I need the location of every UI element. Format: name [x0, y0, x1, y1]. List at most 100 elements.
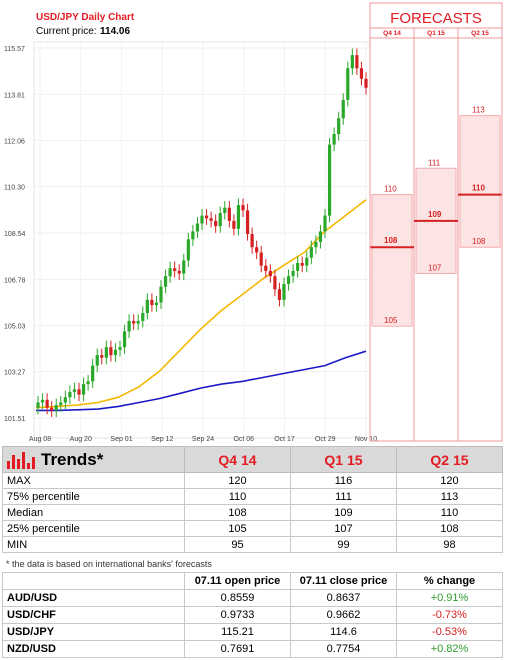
- trends-cell: 95: [184, 536, 291, 553]
- x-tick-label: Oct 29: [315, 436, 336, 443]
- price-close: 0.7754: [290, 640, 397, 658]
- candle-body: [159, 286, 163, 303]
- candle-body: [209, 218, 213, 221]
- price-row: NZD/USD 0.7691 0.7754 +0.82%: [2, 640, 503, 658]
- candle-body: [277, 289, 282, 300]
- candle-body: [50, 407, 54, 411]
- usdjpy-chart: 115.57 113.81 112.06 110.30 108.54 106.78 105.…: [4, 2, 503, 443]
- trends-cell: 116: [290, 472, 397, 489]
- forecast-range-box: [371, 194, 413, 327]
- trends-title: Trends*: [41, 449, 104, 469]
- candle-body: [327, 144, 332, 216]
- candle-body: [323, 215, 327, 232]
- price-open: 0.9733: [184, 606, 291, 624]
- candle-body: [200, 215, 204, 224]
- candle-body: [318, 231, 323, 242]
- price-close: 0.8637: [290, 589, 397, 607]
- forecast-value-label: 105: [384, 316, 398, 325]
- forecast-value-label: 108: [472, 237, 486, 246]
- forecasts-panel: [369, 2, 503, 442]
- candle-body: [40, 399, 45, 403]
- price-header-cell: % change: [396, 572, 503, 590]
- current-price-value: 114.06: [100, 26, 130, 37]
- trends-cell: 111: [290, 488, 397, 505]
- candle-body: [286, 276, 291, 285]
- candle-body: [109, 347, 113, 356]
- y-tick-label: 108.54: [4, 231, 26, 238]
- trends-cell: 120: [396, 472, 503, 489]
- price-pair: NZD/USD: [2, 640, 185, 658]
- trends-row-label: MIN: [2, 536, 185, 553]
- candle-body: [145, 299, 149, 313]
- candle-body: [127, 320, 131, 332]
- trends-row-label: Median: [2, 504, 185, 521]
- y-tick-label: 112.06: [4, 138, 25, 145]
- trends-row-label: MAX: [2, 472, 185, 489]
- y-tick-label: 115.57: [4, 46, 25, 53]
- candle-body: [346, 68, 350, 100]
- x-tick-label: Sep 01: [110, 436, 132, 443]
- chart-title: USD/JPY Daily Chart: [36, 12, 135, 23]
- price-header-cell: 07.11 close price: [290, 572, 397, 590]
- candle-body: [259, 252, 263, 266]
- candle-body: [337, 118, 341, 135]
- candle-body: [150, 299, 154, 306]
- candle-body: [255, 247, 259, 253]
- candle-body: [173, 268, 177, 271]
- forecast-value-label: 113: [472, 106, 485, 115]
- x-tick-label: Sep 24: [192, 436, 214, 443]
- trends-row-max: MAX 120 116 120: [2, 472, 503, 489]
- candle-body: [91, 365, 95, 382]
- price-pair: AUD/USD: [2, 589, 185, 607]
- candle-body: [186, 239, 190, 261]
- price-table: 07.11 open price 07.11 close price % cha…: [2, 572, 503, 658]
- trends-cell: 110: [396, 504, 503, 521]
- y-tick-label: 113.81: [4, 92, 25, 99]
- candle-body: [118, 347, 122, 350]
- x-tick-label: Aug 20: [70, 436, 92, 443]
- candle-body: [195, 223, 200, 232]
- candle-body: [36, 402, 40, 408]
- x-tick-label: Oct 06: [233, 436, 254, 443]
- forecast-value-label: 110: [472, 184, 485, 193]
- y-tick-label: 103.27: [4, 370, 26, 377]
- trends-footnote: * the data is based on international ban…: [6, 559, 212, 569]
- trends-cell: 105: [184, 520, 291, 537]
- candle-body: [77, 389, 81, 395]
- candle-body: [59, 402, 63, 406]
- forecast-value-label: 109: [428, 210, 442, 219]
- candle-body: [122, 331, 127, 348]
- forecast-value-label: 110: [384, 185, 397, 194]
- trends-cell: 98: [396, 536, 503, 553]
- trends-col-q2-15: Q2 15: [396, 446, 503, 473]
- price-change: -0.73%: [396, 606, 503, 624]
- forecast-column-label: Q2 15: [471, 30, 489, 37]
- candle-body: [54, 405, 58, 411]
- candle-body: [218, 213, 222, 227]
- forecast-value-label: 111: [428, 158, 441, 167]
- candle-body: [68, 391, 72, 398]
- trends-col-q1-15: Q1 15: [290, 446, 397, 473]
- candle-body: [314, 241, 318, 248]
- candle-body: [191, 231, 195, 240]
- trends-row-p25: 25% percentile 105 107 108: [2, 520, 503, 537]
- trends-cell: 107: [290, 520, 397, 537]
- candle-body: [300, 263, 304, 266]
- trends-cell: 99: [290, 536, 397, 553]
- price-change: +0.82%: [396, 640, 503, 658]
- trends-title-cell: Trends*: [2, 446, 185, 473]
- candle-body: [81, 384, 86, 395]
- candle-body: [291, 270, 295, 277]
- candle-body: [241, 205, 245, 211]
- candle-body: [305, 257, 309, 266]
- candle-body: [296, 263, 300, 271]
- y-tick-label: 105.03: [4, 323, 26, 330]
- candle-body: [204, 215, 209, 219]
- candle-body: [309, 247, 313, 258]
- forecast-column-label: Q1 15: [427, 30, 445, 37]
- candle-body: [364, 78, 368, 88]
- candle-body: [177, 270, 181, 274]
- price-pair: USD/JPY: [2, 623, 185, 641]
- candle-body: [355, 55, 359, 69]
- forecasts-title: FORECASTS: [390, 10, 482, 27]
